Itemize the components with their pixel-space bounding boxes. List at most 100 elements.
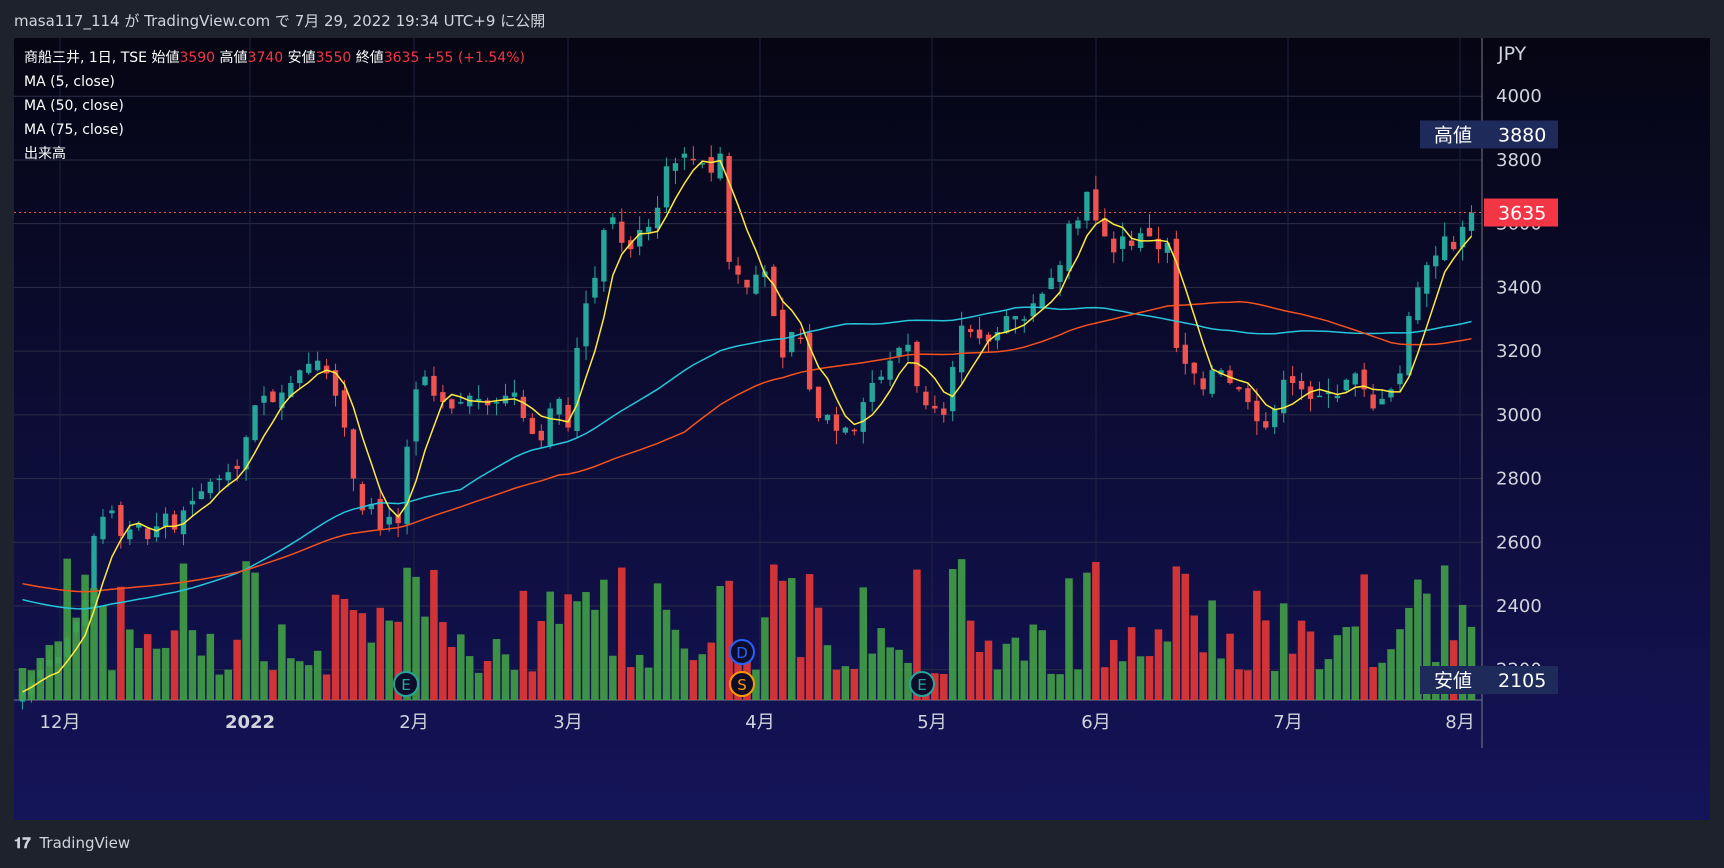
volume-bar [233,639,241,700]
volume-bar [269,670,277,700]
candle-body [824,414,831,421]
volume-bar [698,654,707,700]
volume-bar [152,648,161,700]
legend-ma50[interactable]: MA (50, close) [24,98,124,114]
candle-body [1442,236,1448,261]
candle-body [1433,255,1439,267]
volume-bar [725,580,733,700]
volume-bar [600,579,608,700]
volume-bar [716,586,724,700]
volume-bar [367,642,376,700]
volume-bar [260,661,268,700]
candle-body [243,437,249,470]
legend-change: +55 (+1.54%) [423,50,525,66]
candle-body [645,226,652,233]
candlestick-chart[interactable]: 2200240026002800300032003400360038004000… [14,38,1710,820]
price-tick-label: 3000 [1496,405,1542,426]
volume-bar [1253,590,1261,700]
candle-body [529,417,536,434]
volume-bar [1020,660,1029,700]
volume-bar [689,660,698,700]
high-tag-value: 3880 [1498,124,1546,146]
volume-bar [63,558,71,700]
candle-body [1352,373,1358,385]
volume-bar [975,651,984,700]
candle-body [636,230,643,247]
candle-body [1057,265,1063,282]
volume-bar [582,592,590,700]
volume-bar [430,569,438,700]
high-tag-label: 高値 [1434,124,1472,146]
ma5-line [22,159,1473,693]
legend-ma75[interactable]: MA (75, close) [24,122,124,138]
volume-bar [474,672,483,700]
candle-body [261,395,267,403]
volume-bar [1414,579,1422,700]
candle-body [234,465,240,470]
volume-bar [1333,635,1342,700]
candle-body [127,529,133,540]
volume-bar [948,569,957,700]
candle-body [976,329,983,339]
candle-body [601,230,607,282]
candle-body [422,376,428,386]
volume-bar [779,580,787,700]
volume-bar [448,646,456,700]
candle-body [592,277,598,298]
candle-body [780,309,786,358]
candle-body [207,481,213,494]
volume-bar [1002,643,1011,700]
volume-bar [1387,649,1395,700]
volume-bar [1181,573,1190,700]
candle-body [458,402,464,404]
low-tag-label: 安値 [1434,670,1472,692]
footer: 𝟏𝟕 TradingView [14,834,130,852]
candle-body [619,221,625,243]
volume-bar [18,668,27,700]
volume-bar [1297,620,1306,700]
volume-bar [832,669,841,700]
volume-bar [1351,626,1360,700]
candle-body [610,217,616,225]
volume-bar [528,671,537,700]
candle-body [252,405,258,441]
volume-bar [412,576,420,700]
volume-bar [134,647,143,700]
volume-bar [1083,572,1091,700]
tradingview-logo-icon: 𝟏𝟕 [14,834,31,852]
legend-ma5[interactable]: MA (5, close) [24,74,115,90]
candle-body [332,370,339,396]
volume-bar [886,647,894,700]
candle-body [145,528,151,540]
split-marker [729,671,755,697]
candle-body [815,386,822,419]
volume-bar [340,598,349,700]
volume-bar [591,609,599,700]
candle-body [1218,370,1224,375]
candle-body [270,391,276,403]
candle-body [1048,277,1054,290]
volume-bar [1369,666,1377,700]
volume-bar [1217,658,1225,700]
volume-bar [546,591,554,700]
legend-volume[interactable]: 出来高 [24,146,66,162]
volume-bar [1118,661,1127,700]
volume-bar [707,642,715,700]
chart-panel[interactable]: 2200240026002800300032003400360038004000… [14,38,1710,820]
publish-header: masa117_114 が TradingView.com で 7月 29, 2… [0,0,1724,38]
candle-body [1039,293,1045,309]
volume-bar [904,662,912,700]
candle-body [1164,242,1171,253]
volume-bar [662,609,671,700]
volume-bar [1423,593,1431,700]
volume-bar [170,630,179,700]
price-tick-label: 2600 [1496,532,1542,553]
candle-body [681,153,688,158]
candle-body [306,363,312,373]
volume-bar [1074,669,1082,700]
volume-bar [224,669,232,700]
candle-body [771,266,777,317]
price-tick-label: 3800 [1496,150,1542,171]
volume-bar [510,669,519,700]
candle-body [1102,218,1108,237]
